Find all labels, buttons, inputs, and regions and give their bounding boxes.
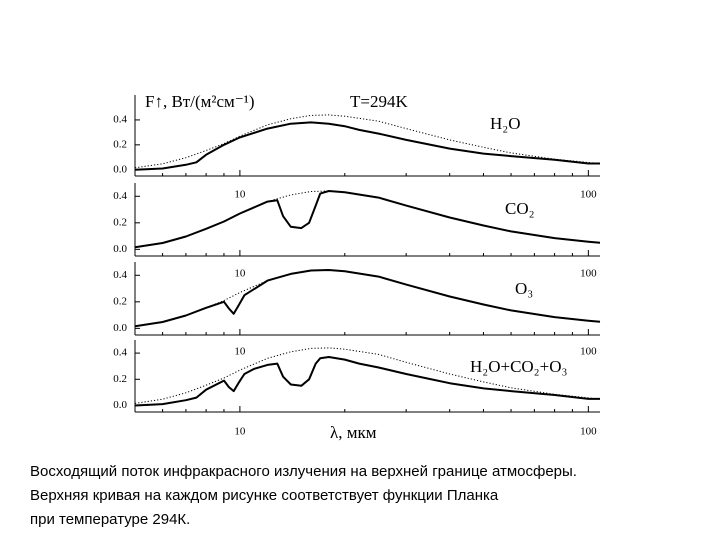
x-tick-label: 100 — [580, 346, 597, 358]
caption-line: при температуре 294К. — [30, 511, 190, 528]
y-tick-label: 0.2 — [113, 373, 127, 385]
x-tick-label: 100 — [580, 268, 597, 280]
x-tick-label: 10 — [234, 346, 246, 358]
planck-curve — [134, 347, 601, 404]
y-tick-label: 0.4 — [113, 190, 127, 202]
y-tick-label: 0.0 — [113, 163, 127, 175]
y-tick-label: 0.0 — [113, 399, 127, 411]
annotation: T=294K — [350, 92, 408, 111]
x-tick-label: 10 — [234, 268, 246, 280]
y-tick-label: 0.2 — [113, 138, 127, 150]
flux-curve — [134, 121, 600, 171]
x-axis-label: λ, мкм — [330, 423, 377, 442]
flux-curve — [134, 190, 601, 249]
x-tick-label: 100 — [580, 189, 597, 201]
panel-label: O₃ — [515, 279, 533, 298]
y-tick-label: 0.4 — [113, 113, 127, 125]
panel-label: H₂O+CO₂+O₃ — [470, 357, 567, 376]
x-tick-label: 10 — [234, 189, 246, 201]
planck-curve — [134, 114, 601, 169]
y-tick-label: 0.4 — [113, 347, 127, 359]
y-tick-label: 0.2 — [113, 295, 127, 307]
y-axis-label: F↑, Вт/(м²см⁻¹) — [145, 92, 255, 111]
y-tick-label: 0.4 — [113, 269, 127, 281]
y-tick-label: 0.0 — [113, 243, 127, 255]
panel-label: CO₂ — [505, 199, 535, 218]
x-tick-label: 10 — [234, 426, 246, 438]
flux-curve — [134, 356, 600, 407]
y-tick-label: 0.0 — [113, 322, 127, 334]
flux-curve — [134, 269, 601, 328]
caption-line: Восходящий поток инфракрасного излучения… — [30, 463, 577, 480]
y-tick-label: 0.2 — [113, 216, 127, 228]
caption-line: Верхняя кривая на каждом рисунке соответ… — [30, 487, 499, 504]
x-tick-label: 100 — [580, 426, 597, 438]
panel-label: H₂O — [490, 114, 520, 133]
